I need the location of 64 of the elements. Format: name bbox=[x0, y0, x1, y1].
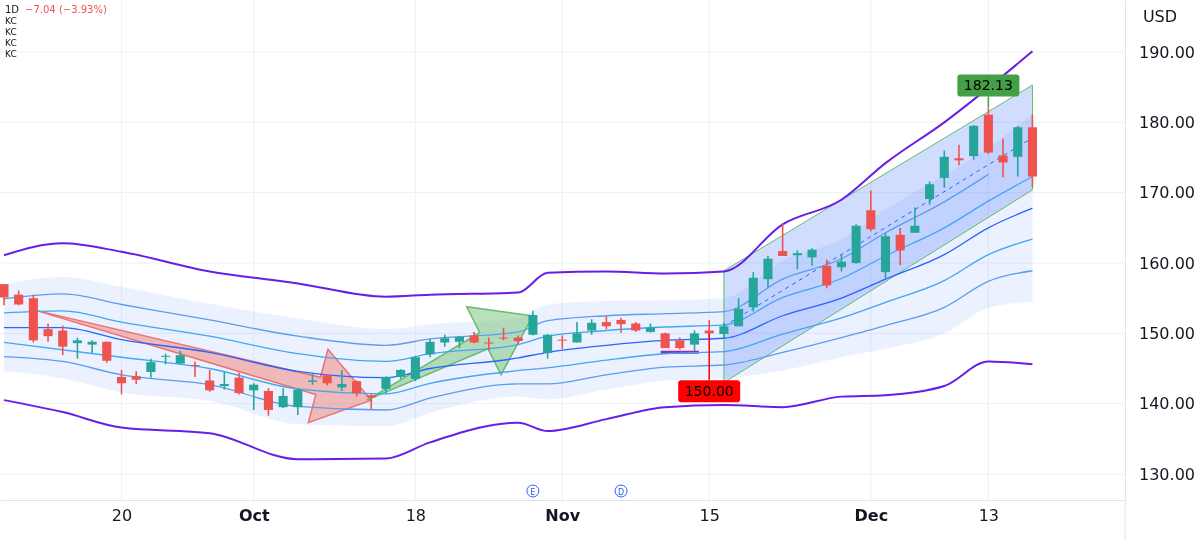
x-tick-label: Oct bbox=[238, 506, 270, 526]
candlestick bbox=[910, 206, 920, 234]
y-tick-label: 150.00 bbox=[1139, 323, 1195, 343]
candlestick bbox=[58, 324, 68, 356]
y-tick-label: 180.00 bbox=[1139, 112, 1195, 132]
candlestick bbox=[72, 336, 82, 360]
annotation: KC bbox=[5, 16, 17, 26]
candlestick bbox=[146, 357, 156, 379]
candlestick bbox=[954, 144, 964, 167]
y-axis-title: USD bbox=[1142, 7, 1178, 26]
badge-icon: D bbox=[614, 484, 628, 498]
annotation: 150.00 bbox=[684, 383, 734, 400]
candlestick bbox=[116, 369, 127, 396]
candlestick bbox=[763, 255, 773, 289]
candlestick bbox=[734, 297, 744, 328]
candlestick bbox=[87, 339, 97, 354]
badge-icon: E bbox=[526, 484, 540, 498]
x-tick-label: 15 bbox=[699, 506, 720, 526]
candlestick bbox=[778, 222, 788, 257]
candlestick bbox=[366, 393, 376, 411]
annotation: KC bbox=[5, 27, 17, 37]
candlestick bbox=[895, 227, 905, 266]
y-tick-label: 140.00 bbox=[1139, 394, 1195, 414]
candlestick bbox=[263, 387, 273, 417]
x-tick-label: Nov bbox=[545, 506, 581, 526]
candlestick bbox=[425, 338, 435, 359]
candlestick bbox=[925, 180, 935, 206]
x-tick-label: Dec bbox=[854, 506, 889, 526]
x-tick-label: 13 bbox=[978, 506, 1000, 526]
candlestick bbox=[792, 249, 802, 271]
annotation: KC bbox=[5, 38, 17, 48]
candlestick bbox=[866, 189, 876, 233]
x-tick-label: 18 bbox=[405, 506, 427, 526]
candlestick bbox=[616, 317, 626, 334]
candlestick bbox=[43, 322, 53, 343]
candlestick bbox=[410, 355, 420, 382]
candlestick bbox=[822, 258, 832, 290]
chart-title: 1D bbox=[5, 4, 20, 15]
candlestick bbox=[205, 369, 215, 393]
candlestick bbox=[190, 360, 200, 378]
candlestick bbox=[234, 371, 244, 396]
candlestick bbox=[543, 333, 553, 360]
candlestick bbox=[131, 370, 141, 385]
candlestick bbox=[998, 137, 1008, 179]
y-tick-label: 170.00 bbox=[1139, 183, 1195, 203]
y-tick-label: 190.00 bbox=[1139, 42, 1195, 62]
candlestick bbox=[939, 149, 949, 189]
candlestick bbox=[0, 283, 9, 306]
line-series bbox=[3, 270, 1034, 411]
candlestick bbox=[278, 387, 288, 409]
annotation: 182.13 bbox=[963, 77, 1013, 94]
candlestick bbox=[528, 310, 538, 337]
x-tick-label: 20 bbox=[111, 506, 133, 526]
y-tick-label: 130.00 bbox=[1139, 464, 1195, 484]
line-series bbox=[2, 360, 1034, 461]
candlestick bbox=[557, 334, 567, 350]
chart-subtitle: −7.04 (−3.93%) bbox=[25, 4, 107, 15]
candlestick bbox=[293, 387, 303, 416]
y-tick-label: 160.00 bbox=[1139, 253, 1195, 273]
line-series bbox=[2, 50, 1034, 298]
annotation: KC bbox=[5, 49, 17, 59]
candlestick bbox=[689, 329, 700, 352]
annotation: E bbox=[530, 487, 536, 497]
candlestick bbox=[484, 336, 494, 352]
